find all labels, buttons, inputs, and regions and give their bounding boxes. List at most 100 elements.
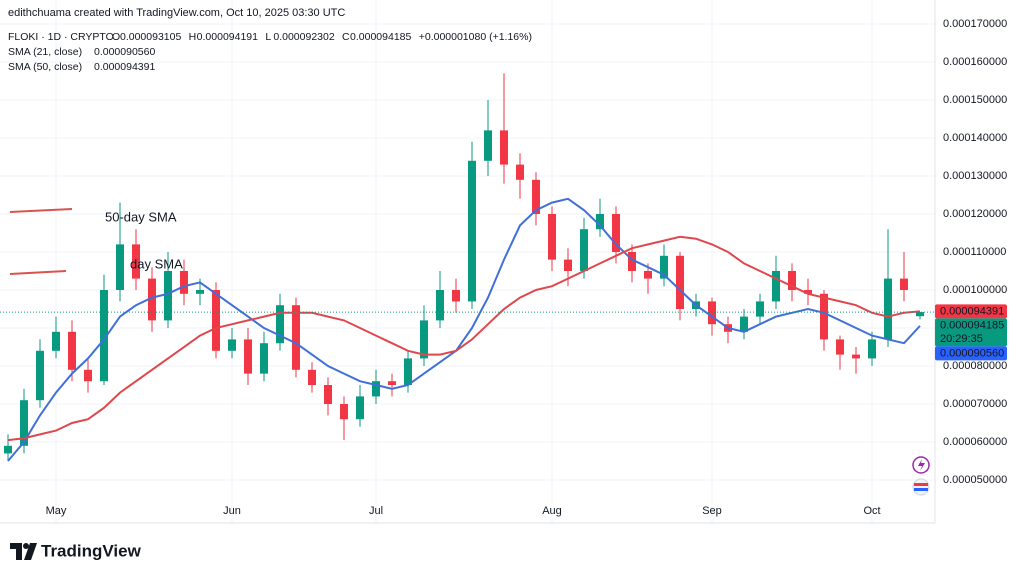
candle-body <box>52 331 60 351</box>
candle-body <box>740 316 748 332</box>
price-badge-label: 0.000094391 <box>940 306 1004 318</box>
candle-body <box>420 320 428 359</box>
candle-body <box>612 213 620 252</box>
candle-body <box>516 164 524 180</box>
logo-mark <box>24 543 37 560</box>
candle-body <box>308 369 316 386</box>
candle-body <box>484 130 492 161</box>
candle-body <box>580 229 588 271</box>
y-tick-label: 0.000140000 <box>943 132 1007 144</box>
candle-body <box>596 213 604 230</box>
price-badge <box>935 318 1007 347</box>
candle-body <box>148 278 156 321</box>
price-badge <box>935 346 1007 361</box>
ohlc-value: 0.000094191 <box>197 31 258 43</box>
candle-body <box>84 369 92 382</box>
candle-body <box>324 385 332 405</box>
grid <box>0 0 935 523</box>
candle-body <box>916 312 924 317</box>
candle-body <box>868 339 876 359</box>
side-icons <box>912 456 930 496</box>
candle-body <box>36 350 44 401</box>
candle-body <box>772 270 780 302</box>
indicator-value: 0.000094391 <box>94 61 155 73</box>
credit: edithchuama created with TradingView.com… <box>8 7 345 19</box>
candle-body <box>228 339 236 351</box>
candle-body <box>164 270 172 321</box>
candle-body <box>788 270 796 290</box>
price-badge-label: 0.000090560 <box>940 348 1004 360</box>
y-tick-label: 0.000110000 <box>943 246 1006 258</box>
candle-body <box>884 278 892 340</box>
candle-body <box>820 293 828 340</box>
logo-mark <box>23 543 29 549</box>
y-tick-label: 0.000120000 <box>943 208 1007 220</box>
candle-body <box>804 290 812 294</box>
x-tick-label: Jun <box>223 505 241 517</box>
y-tick-label: 0.000070000 <box>943 398 1007 410</box>
candle-body <box>356 396 364 420</box>
candle-body <box>68 331 76 370</box>
y-tick-label: 0.000130000 <box>943 170 1007 182</box>
x-tick-label: Jul <box>369 505 383 517</box>
annotation: day SMA <box>130 256 183 271</box>
candle-body <box>452 290 460 302</box>
x-tick-label: Sep <box>702 505 722 517</box>
y-tick-label: 0.000060000 <box>943 436 1007 448</box>
candle-body <box>132 244 140 279</box>
candle-body <box>100 290 108 382</box>
plot: 50-day SMA day SMA <box>0 73 935 462</box>
icon <box>914 488 928 491</box>
candle-body <box>532 179 540 214</box>
price-badge <box>935 304 1007 319</box>
icon <box>918 459 925 471</box>
symbol: FLOKI · 1D · CRYPTO <box>8 31 114 43</box>
x-tick-label: Oct <box>863 505 880 517</box>
countdown: 20:29:35 <box>940 333 983 345</box>
candle-body <box>836 339 844 355</box>
legend: O 0.000093105 H 0.000094191 L 0.000092302 C 0.0… <box>8 31 532 73</box>
y-tick-label: 0.000160000 <box>943 56 1007 68</box>
candle-body <box>644 270 652 279</box>
icon <box>914 483 928 486</box>
y-tick-label: 0.000050000 <box>943 474 1007 486</box>
candle-body <box>244 339 252 374</box>
candle-body <box>212 290 220 351</box>
annotation: 50-day SMA <box>105 209 177 224</box>
ohlc-key: H <box>189 31 197 43</box>
candle-body <box>276 305 284 344</box>
candle-body <box>4 445 12 454</box>
ohlc-value: 0.000094185 <box>350 31 411 43</box>
candle-body <box>260 343 268 374</box>
sma-line <box>7 197 921 462</box>
candle-body <box>468 160 476 302</box>
candle-body <box>404 358 412 386</box>
ohlc-value: 0.000092302 <box>273 31 334 43</box>
y-tick-label: 0.000150000 <box>943 94 1007 106</box>
icon <box>912 478 930 496</box>
candle-body <box>628 251 636 271</box>
logo-mark <box>10 543 22 560</box>
sma-line <box>7 235 921 442</box>
candle-body <box>708 301 716 325</box>
ohlc-key: O <box>112 31 120 43</box>
ohlc-value: 0.000093105 <box>120 31 181 43</box>
x-tick-label: May <box>46 505 67 517</box>
y-tick-label: 0.000170000 <box>943 18 1007 30</box>
candle-body <box>20 400 28 446</box>
candle-body <box>852 354 860 359</box>
drawn-line <box>9 208 73 213</box>
candle-body <box>436 290 444 321</box>
drawn-line <box>9 270 67 275</box>
price-axis: 0.000050000 0.000060000 0.000070000 0.00008… <box>46 18 1008 517</box>
candle-body <box>500 130 508 165</box>
logo: TradingView <box>10 541 142 560</box>
x-tick-label: Aug <box>542 505 562 517</box>
candle-body <box>196 290 204 294</box>
candle-body <box>180 270 188 294</box>
candle-body <box>116 244 124 290</box>
brand: TradingView <box>41 541 142 560</box>
candle-body <box>756 301 764 317</box>
candle-body <box>900 278 908 290</box>
